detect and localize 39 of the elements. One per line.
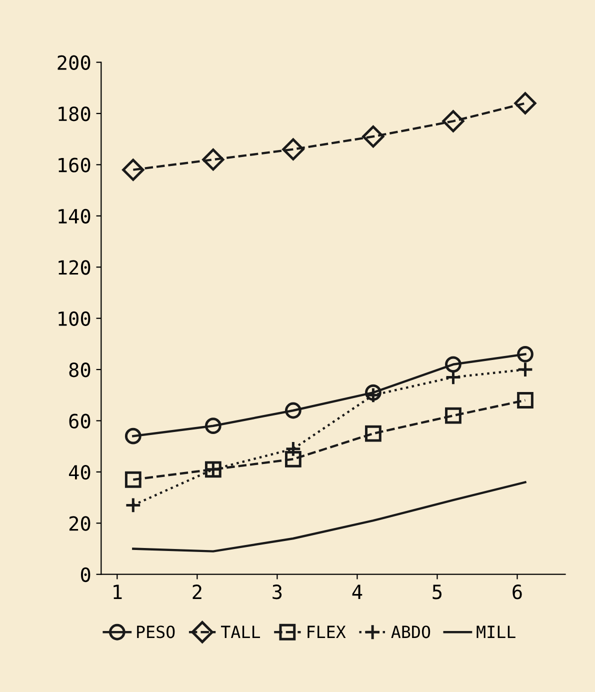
x-tick-label: 4 xyxy=(352,584,362,599)
point xyxy=(124,471,142,488)
point xyxy=(204,418,222,434)
y-tick-label: 20 xyxy=(69,516,90,531)
x-tick-label: 6 xyxy=(512,584,522,600)
y-tick-label: 100 xyxy=(58,311,90,326)
point xyxy=(517,392,534,408)
point xyxy=(514,92,536,114)
y-tick-label: 80 xyxy=(69,362,90,378)
legend-label: PESO xyxy=(137,626,175,638)
y-tick-label: 200 xyxy=(58,55,90,70)
point xyxy=(282,138,304,160)
legend-label: ABDO xyxy=(391,626,430,638)
x-tick-label: 5 xyxy=(432,584,442,600)
point xyxy=(365,425,382,442)
legend-label: MILL xyxy=(476,626,516,638)
point xyxy=(442,110,464,132)
point xyxy=(202,148,224,171)
point xyxy=(445,407,462,424)
y-tick-label: 60 xyxy=(69,414,90,428)
x-tick-label: 2 xyxy=(192,584,202,599)
legend-label: TALL xyxy=(221,626,260,638)
point xyxy=(284,450,302,468)
point xyxy=(122,158,144,181)
legend-label: FLEX xyxy=(308,626,346,638)
x-tick-label: 1 xyxy=(114,584,122,599)
point xyxy=(284,402,302,419)
y-tick-label: 40 xyxy=(68,464,90,480)
point xyxy=(517,346,534,362)
point xyxy=(124,428,142,444)
y-tick-label: 120 xyxy=(58,260,90,275)
y-tick-label: 160 xyxy=(58,158,90,172)
point xyxy=(362,125,384,148)
point xyxy=(445,356,462,373)
x-tick-label: 3 xyxy=(272,584,282,600)
line-series xyxy=(132,481,526,552)
y-tick-label: 140 xyxy=(58,208,90,224)
y-tick-label: 0 xyxy=(80,567,90,582)
y-tick-label: 180 xyxy=(58,106,90,122)
